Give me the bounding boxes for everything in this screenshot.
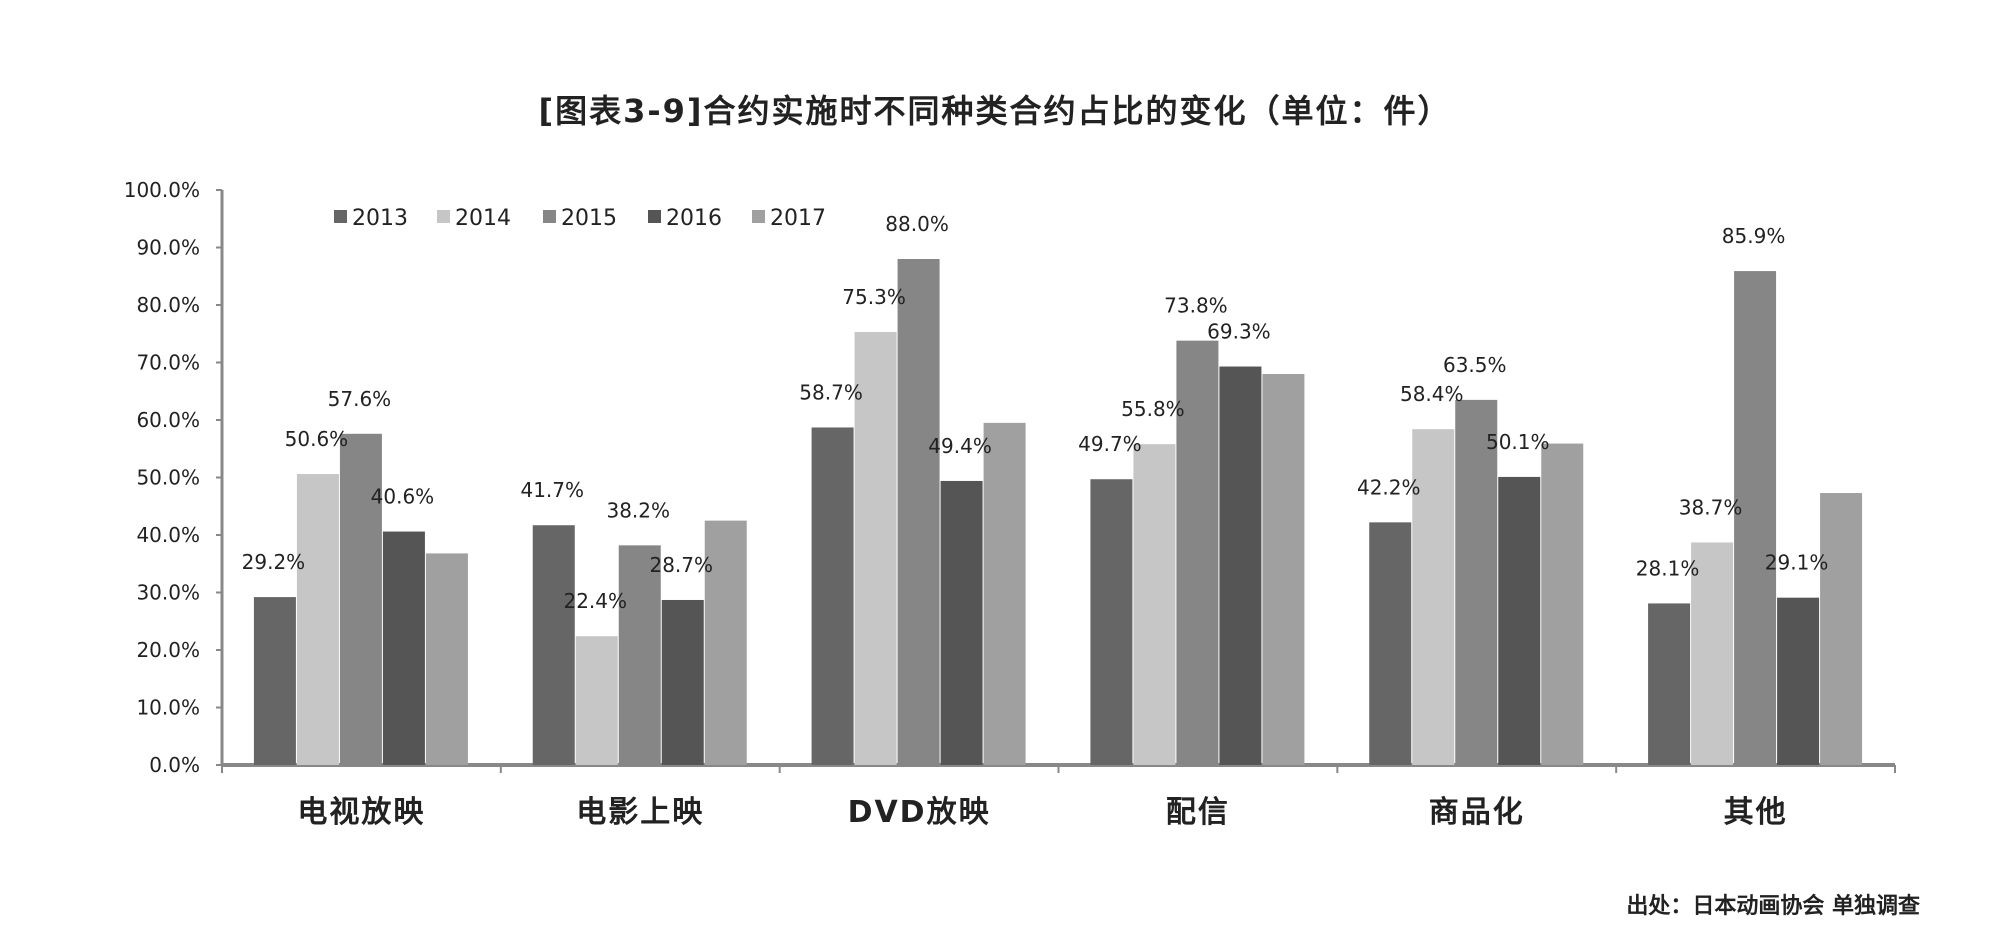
- bar-2015: [618, 545, 661, 765]
- data-label: 40.6%: [371, 485, 435, 509]
- bar-2015: [1455, 399, 1498, 765]
- bar-2015: [1734, 271, 1777, 765]
- y-tick-label: 70.0%: [136, 351, 200, 375]
- bar-2014: [296, 474, 339, 765]
- bar-2016: [940, 480, 983, 765]
- bar-2015: [1176, 340, 1219, 765]
- data-label: 63.5%: [1443, 353, 1507, 377]
- data-label: 69.3%: [1207, 320, 1271, 344]
- data-label: 50.1%: [1486, 430, 1550, 454]
- bar-2013: [532, 525, 575, 765]
- x-category-label: 电影上映: [576, 795, 704, 830]
- bar-2013: [811, 427, 854, 765]
- data-label: 41.7%: [520, 478, 584, 502]
- data-label: 42.2%: [1357, 475, 1421, 499]
- y-tick-label: 60.0%: [136, 408, 200, 432]
- x-category-label: 商品化: [1429, 795, 1525, 830]
- bar-2014: [1691, 542, 1734, 765]
- legend-label-2015: 2015: [561, 206, 617, 231]
- y-tick-label: 30.0%: [136, 581, 200, 605]
- legend-label-2014: 2014: [455, 206, 511, 231]
- data-label: 49.7%: [1078, 432, 1142, 456]
- bar-2017: [983, 422, 1026, 765]
- legend-label-2017: 2017: [770, 206, 826, 231]
- bar-2016: [1777, 597, 1820, 765]
- data-label: 58.4%: [1400, 382, 1464, 406]
- data-label: 85.9%: [1722, 224, 1786, 248]
- legend-label-2016: 2016: [666, 206, 722, 231]
- chart-legend: 2013 2014 2015 2016 2017: [334, 206, 826, 231]
- chart-title: [图表3-9]合约实施时不同种类合约占比的变化（单位：件）: [538, 92, 1452, 130]
- bar-2017: [1262, 374, 1305, 765]
- legend-swatch-2013: [334, 210, 347, 223]
- bar-2016: [382, 531, 425, 765]
- data-label: 50.6%: [285, 427, 349, 451]
- bar-2015: [339, 433, 382, 765]
- bar-2013: [253, 597, 296, 765]
- data-label: 38.7%: [1679, 495, 1743, 519]
- x-category-label: DVD放映: [848, 795, 991, 830]
- bar-2014: [1133, 444, 1176, 765]
- bar-2014: [575, 636, 618, 765]
- x-category-label: 其他: [1724, 795, 1788, 830]
- data-label: 55.8%: [1121, 397, 1185, 421]
- data-label: 38.2%: [606, 498, 670, 522]
- bar-2013: [1648, 603, 1691, 765]
- data-label: 57.6%: [328, 387, 392, 411]
- bar-2014: [1412, 429, 1455, 765]
- y-tick-label: 50.0%: [136, 466, 200, 490]
- x-category-label: 电视放映: [297, 795, 425, 830]
- data-label: 75.3%: [842, 285, 906, 309]
- data-label: 73.8%: [1164, 294, 1228, 318]
- bar-2016: [661, 599, 704, 765]
- y-tick-label: 40.0%: [136, 523, 200, 547]
- data-label: 29.2%: [242, 550, 306, 574]
- bar-2013: [1369, 522, 1412, 765]
- data-label: 28.1%: [1636, 556, 1700, 580]
- bar-2016: [1498, 476, 1541, 765]
- data-label: 58.7%: [799, 380, 863, 404]
- data-label: 49.4%: [928, 434, 992, 458]
- bar-2014: [854, 332, 897, 765]
- bar-2017: [704, 520, 747, 765]
- chart-axes: 0.0% 10.0% 20.0% 30.0% 40.0% 50.0% 60.0% 70.0% 8…: [124, 178, 1896, 830]
- y-tick-label: 80.0%: [136, 293, 200, 317]
- bar-2017: [1541, 443, 1584, 765]
- bar-2016: [1219, 366, 1262, 765]
- data-label: 29.1%: [1765, 551, 1829, 575]
- chart-data-labels: 29.2% 41.7% 58.7% 49.7% 42.2% 28.1% 50.6% 22.4%…: [242, 212, 1829, 613]
- legend-swatch-2014: [437, 210, 450, 223]
- bar-2017: [1820, 493, 1863, 765]
- y-tick-label: 0.0%: [149, 753, 200, 777]
- bar-2017: [425, 553, 468, 765]
- y-tick-label: 20.0%: [136, 638, 200, 662]
- x-category-label: 配信: [1166, 795, 1230, 830]
- legend-swatch-2016: [648, 210, 661, 223]
- data-label: 22.4%: [563, 589, 627, 613]
- y-tick-label: 10.0%: [136, 696, 200, 720]
- legend-label-2013: 2013: [352, 206, 408, 231]
- legend-swatch-2017: [752, 210, 765, 223]
- legend-swatch-2015: [543, 210, 556, 223]
- bar-2015: [897, 259, 940, 765]
- bar-2013: [1090, 479, 1133, 765]
- data-label: 28.7%: [649, 553, 713, 577]
- data-label: 88.0%: [885, 212, 949, 236]
- y-tick-label: 90.0%: [136, 236, 200, 260]
- chart-bars: [253, 259, 1863, 765]
- y-tick-label: 100.0%: [124, 178, 200, 202]
- source-note: 出处：日本动画协会 单独调查: [1626, 894, 1920, 919]
